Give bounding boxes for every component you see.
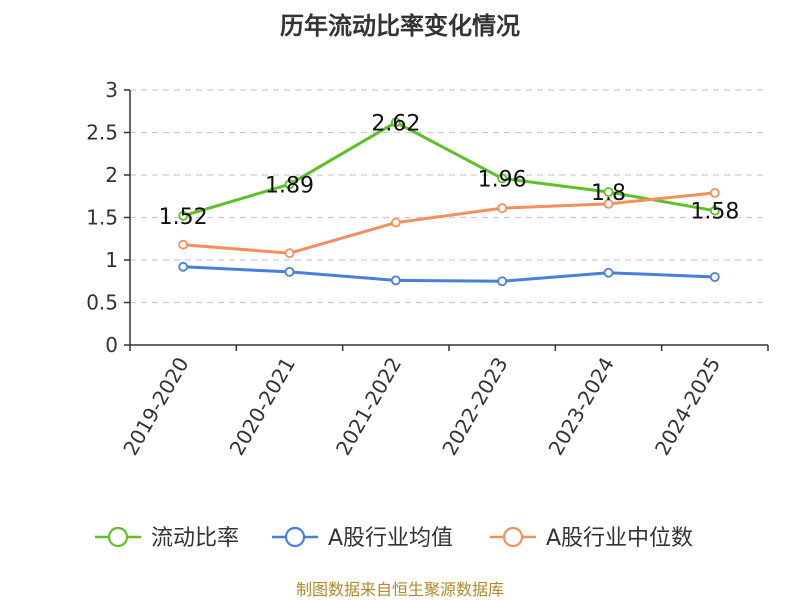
x-tick-label: 2024-2025 [650,353,725,459]
grid [130,89,768,304]
chart-title: 历年流动比率变化情况 [280,12,520,40]
data-point [284,248,295,259]
data-point [497,276,508,287]
legend-item: 流动比率 [95,526,239,551]
series-line [182,120,716,218]
legend: 流动比率 A股行业均值 A股行业中位数 [95,526,693,551]
data-labels: 1.52 1.89 2.62 1.96 1.8 1.58 [159,111,740,230]
source-footer: 制图数据来自恒生聚源数据库 [296,580,504,599]
data-label: 2.62 [371,111,420,136]
data-point [603,198,614,209]
y-tick-label: 0 [105,333,118,357]
data-point [709,205,720,216]
series-2 [178,187,720,259]
series [178,117,720,287]
x-tick-label: 2023-2024 [544,353,619,459]
data-point [390,217,401,228]
data-point [178,210,189,221]
data-label: 1.89 [265,173,314,198]
y-tick-label: 2.5 [86,121,118,145]
y-tick-label: 2 [105,163,118,187]
data-label: 1.58 [690,200,739,225]
series-1 [178,261,720,287]
legend-item: A股行业中位数 [490,526,693,551]
data-label: 1.8 [591,181,626,206]
legend-swatch-marker [502,526,524,548]
x-tick-label: 2021-2022 [331,353,406,459]
data-point [390,117,401,128]
y-tick-label: 0.5 [86,291,118,315]
series-line [183,191,715,255]
legend-label: 流动比率 [151,526,239,551]
data-point [709,187,720,198]
y-tick-label: 3 [105,78,118,102]
legend-label: A股行业均值 [328,526,453,551]
data-point [497,203,508,214]
data-point [497,173,508,184]
legend-swatch-marker [107,526,129,548]
data-point [284,179,295,190]
data-point [284,266,295,277]
data-label: 1.52 [159,205,208,230]
y-tick-label: 1.5 [86,206,118,230]
x-tick-label: 2022-2023 [437,353,512,459]
data-point [178,239,189,250]
data-point [390,275,401,286]
data-point [178,261,189,272]
series-line [183,265,715,283]
series-0 [178,117,720,221]
data-point [603,187,614,197]
legend-label: A股行业中位数 [546,526,693,551]
data-point [603,267,614,278]
x-tick-label: 2019-2020 [118,353,193,459]
legend-item: A股行业均值 [272,526,453,551]
legend-swatch-marker [284,526,306,548]
data-point [709,272,720,282]
y-tick-label: 1 [105,248,118,272]
x-tick-label: 2020-2021 [225,353,300,459]
data-label: 1.96 [478,167,527,192]
